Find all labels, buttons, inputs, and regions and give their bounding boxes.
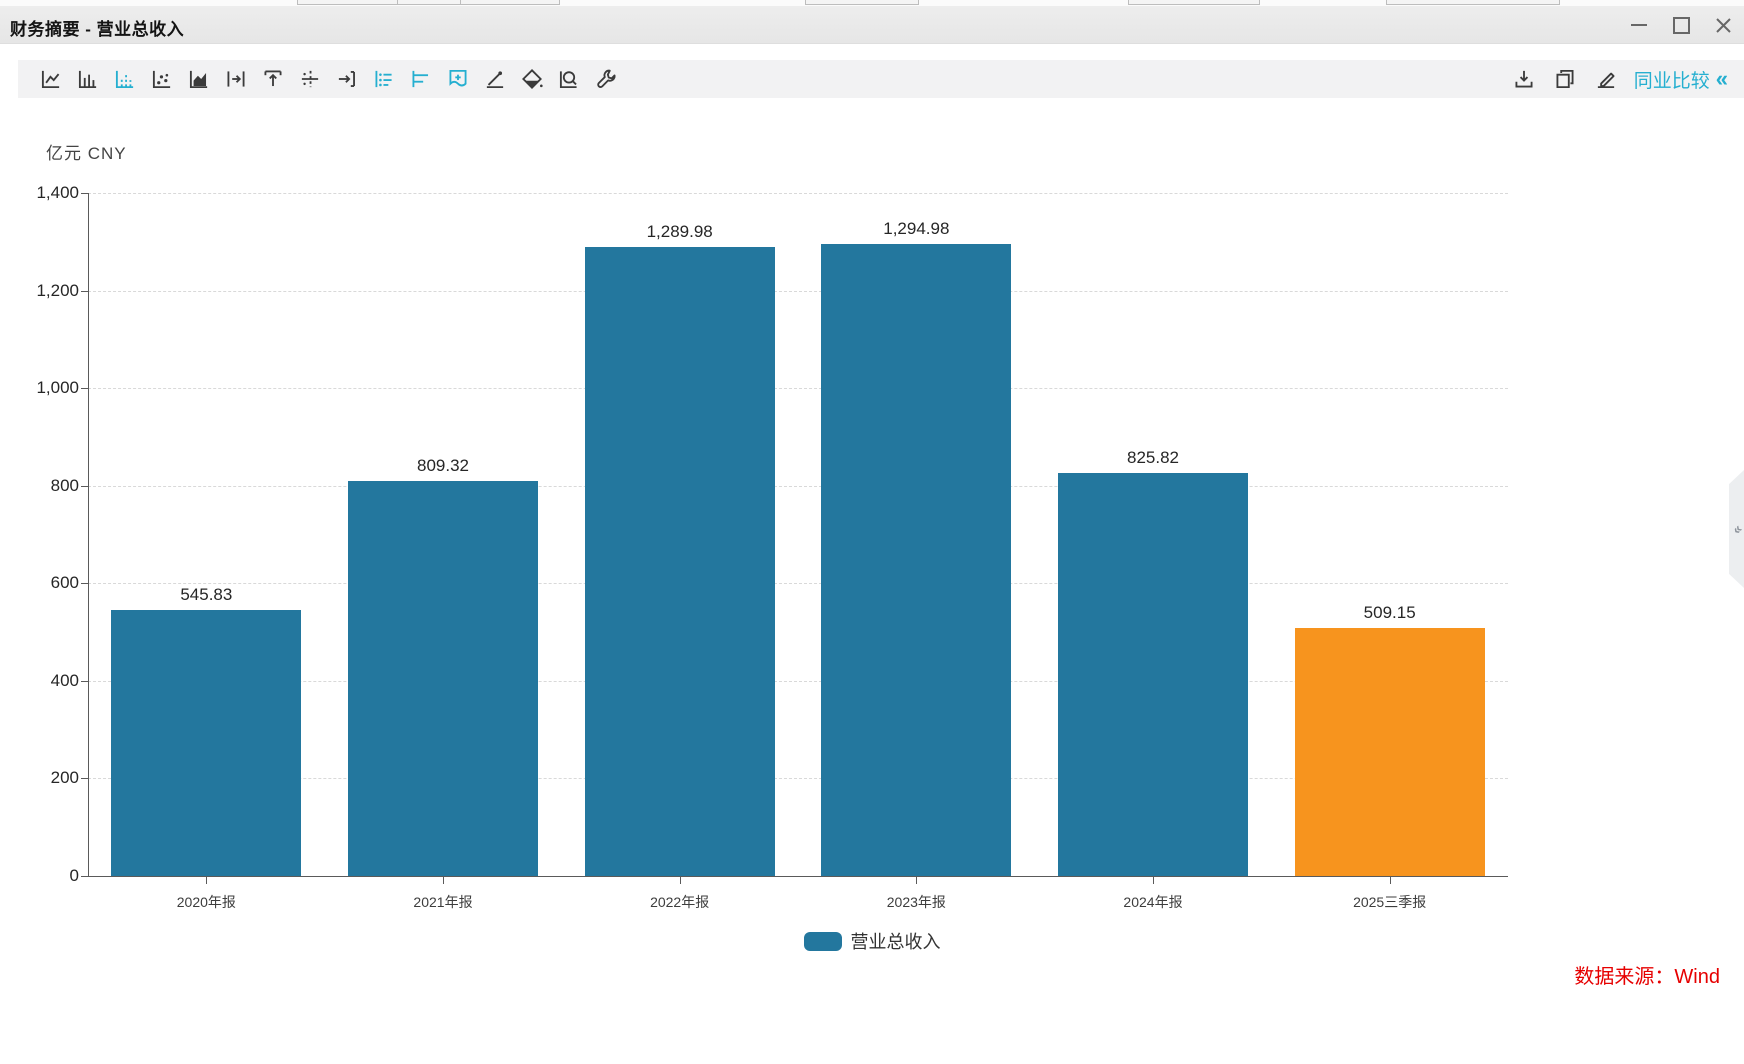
- y-axis-label: 1,000: [36, 378, 79, 398]
- revenue-bar-2023年报[interactable]: [821, 244, 1012, 876]
- download-icon[interactable]: [1511, 66, 1537, 92]
- area-chart-icon[interactable]: [186, 66, 212, 92]
- x-axis-tick: [206, 876, 208, 884]
- settings-wrench-icon[interactable]: [593, 66, 619, 92]
- x-axis-tick: [443, 876, 444, 884]
- y-axis-label: 0: [69, 866, 79, 885]
- bookmark-add-icon[interactable]: [445, 66, 471, 92]
- revenue-bar-2022年报[interactable]: [584, 246, 775, 876]
- x-axis-label: 2024年报: [1123, 894, 1183, 910]
- y-axis-tick: [81, 290, 88, 292]
- value-labels-icon[interactable]: [371, 66, 397, 92]
- revenue-bar-2024年报[interactable]: [1058, 473, 1248, 876]
- trend-line-icon[interactable]: [482, 66, 508, 92]
- x-axis-tick: [679, 876, 681, 884]
- peer-compare-label: 同业比较: [1633, 70, 1710, 92]
- minimize-icon: [1631, 24, 1647, 26]
- legend-label: 营业总收入: [850, 932, 941, 952]
- chart-toolbar: 同业比较 «: [18, 60, 1744, 98]
- gridline: [88, 290, 1508, 292]
- collapse-chevrons-icon: «: [1715, 66, 1728, 91]
- minimize-button[interactable]: [1624, 10, 1654, 40]
- shift-right-icon[interactable]: [223, 66, 249, 92]
- gridline: [88, 680, 1508, 682]
- shift-up-icon[interactable]: [260, 66, 286, 92]
- legend-swatch: [803, 931, 842, 951]
- y-axis-tick: [81, 680, 88, 682]
- y-axis-label: 1,400: [36, 183, 79, 202]
- close-button[interactable]: [1708, 10, 1738, 40]
- chart-canvas: 亿元 CNY 营业总收入 数据来源：Wind 0 200 400 600 800 1,00…: [0, 98, 1744, 1064]
- y-axis-label: 1,200: [36, 280, 79, 300]
- window-titlebar: 财务摘要 - 营业总收入: [0, 6, 1744, 44]
- bar-value-label: 545.83: [180, 584, 233, 604]
- revenue-bar-2020年报[interactable]: [111, 609, 302, 876]
- y-axis-tick: [81, 193, 88, 194]
- chart-legend: 营业总收入: [0, 928, 1744, 954]
- x-axis-line: [88, 876, 1508, 877]
- bar-value-label: 1,289.98: [646, 221, 713, 241]
- bar-value-label: 825.82: [1127, 448, 1179, 468]
- average-line-icon[interactable]: [297, 66, 323, 92]
- gridline: [88, 388, 1508, 390]
- gridline: [88, 485, 1508, 487]
- peer-panel-expand-handle[interactable]: «: [1729, 470, 1744, 588]
- chart-type-toolbar: [18, 66, 619, 92]
- x-axis-label: 2022年报: [650, 894, 710, 910]
- bar-value-label: 509.15: [1363, 602, 1416, 622]
- y-axis-tick: [81, 876, 88, 877]
- gridline: [88, 778, 1508, 780]
- gridline: [88, 193, 1508, 194]
- y-axis-tick: [81, 388, 88, 390]
- bar-chart-icon[interactable]: [75, 66, 101, 92]
- background-window-remnant: [805, 0, 919, 5]
- y-axis-tick: [81, 583, 88, 585]
- x-axis-label: 2025三季报: [1353, 894, 1427, 910]
- background-window-remnant: [1128, 0, 1260, 5]
- edit-icon[interactable]: [1593, 66, 1619, 92]
- x-axis-tick: [1389, 876, 1391, 884]
- y-axis-tick: [81, 485, 88, 487]
- arrow-right-icon[interactable]: [334, 66, 360, 92]
- background-window-remnant: [397, 0, 461, 5]
- y-axis-unit-label: 亿元 CNY: [46, 144, 127, 163]
- maximize-icon: [1672, 16, 1690, 34]
- peer-compare-button[interactable]: 同业比较 «: [1634, 66, 1728, 93]
- fill-color-icon[interactable]: [519, 66, 545, 92]
- revenue-bar-2021年报[interactable]: [348, 481, 538, 876]
- toolbar-right-group: 同业比较 «: [1511, 66, 1744, 93]
- horizontal-bars-icon[interactable]: [408, 66, 434, 92]
- x-axis-label: 2020年报: [176, 894, 236, 910]
- scatter-chart-icon[interactable]: [149, 66, 175, 92]
- close-icon: [1715, 17, 1731, 33]
- maximize-button[interactable]: [1666, 10, 1696, 40]
- y-axis-label: 800: [50, 475, 79, 495]
- bar-value-label: 1,294.98: [883, 219, 950, 239]
- y-axis-line: [88, 193, 89, 876]
- y-axis-label: 600: [50, 573, 79, 593]
- dotted-bar-chart-icon[interactable]: [112, 66, 138, 92]
- copy-icon[interactable]: [1552, 66, 1578, 92]
- gridline: [88, 583, 1508, 585]
- y-axis-label: 200: [50, 768, 79, 788]
- expand-chevrons-icon: «: [1728, 520, 1744, 538]
- bar-value-label: 809.32: [417, 456, 469, 476]
- background-window-remnant: [1386, 0, 1560, 5]
- y-axis-label: 400: [50, 670, 79, 690]
- x-axis-label: 2023年报: [886, 894, 946, 910]
- zoom-area-icon[interactable]: [556, 66, 582, 92]
- background-window-strip: [0, 0, 1744, 6]
- x-axis-tick: [1153, 876, 1154, 884]
- x-axis-label: 2021年报: [413, 894, 473, 910]
- line-chart-icon[interactable]: [38, 66, 64, 92]
- y-axis-tick: [81, 778, 88, 780]
- data-source-note: 数据来源：Wind: [1574, 966, 1720, 988]
- window-title: 财务摘要 - 营业总收入: [10, 20, 185, 39]
- x-axis-tick: [916, 876, 918, 884]
- revenue-bar-2025三季报[interactable]: [1294, 627, 1485, 876]
- legend-item-revenue[interactable]: 营业总收入: [803, 928, 941, 954]
